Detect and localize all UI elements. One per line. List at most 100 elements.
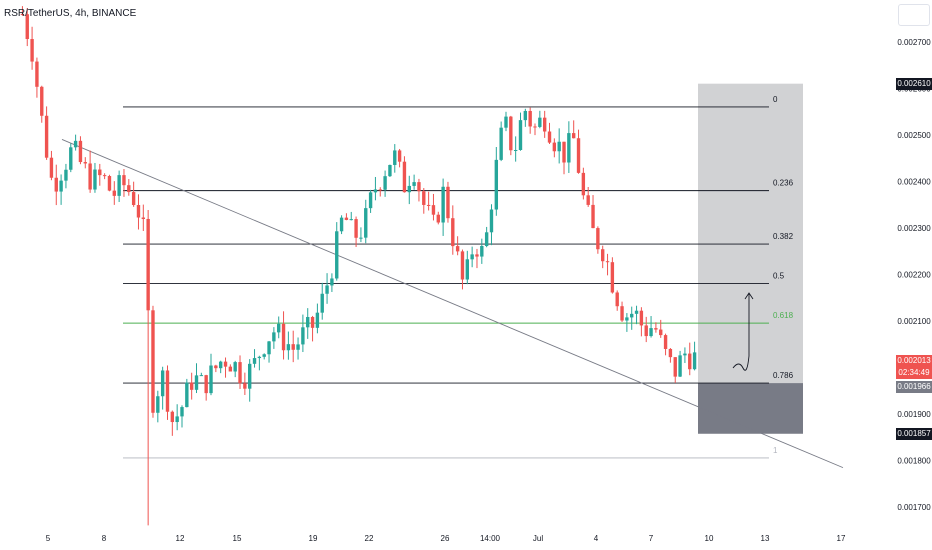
candle-body — [620, 306, 624, 321]
x-axis-tick-label: 10 — [705, 534, 714, 543]
bar-countdown: 02:34:49 — [896, 367, 932, 380]
candle-body — [325, 285, 329, 294]
y-axis-tick-label: 0.001900 — [897, 410, 931, 419]
x-axis-tick-label: 7 — [649, 534, 654, 543]
candle-body — [446, 186, 450, 219]
candle-body — [542, 117, 547, 132]
candle-body — [484, 232, 489, 247]
candle-body — [683, 353, 687, 356]
candle-body — [117, 175, 121, 196]
candle-body — [30, 39, 34, 62]
candle-body — [160, 370, 165, 397]
candle-body — [301, 327, 305, 345]
candle-body — [615, 292, 619, 307]
candle-body — [436, 214, 440, 223]
chart-settings-button[interactable] — [898, 4, 930, 26]
candle-body — [547, 131, 552, 143]
candle-body — [78, 140, 83, 163]
x-axis-tick-label: 15 — [233, 534, 242, 543]
price-tag-stop: 0.001857 — [896, 427, 932, 440]
candle-body — [214, 365, 218, 369]
chart-symbol-title[interactable]: RSR/TetherUS, 4h, BINANCE — [4, 8, 137, 19]
candle-body — [44, 115, 49, 158]
candle-body — [223, 361, 228, 367]
fib-level-label: 0.5 — [773, 272, 785, 281]
y-axis-tick-label: 0.002700 — [897, 38, 931, 47]
candle-body — [40, 86, 44, 116]
x-axis-tick-label: 4 — [594, 534, 599, 543]
candle-body — [397, 150, 402, 162]
projection-arrow — [732, 294, 750, 371]
position-stop-zone — [698, 383, 803, 434]
candle-body — [639, 310, 644, 326]
x-axis-tick-label: 26 — [441, 534, 450, 543]
candle-body — [504, 116, 508, 128]
candle-body — [412, 182, 416, 186]
candle-body — [625, 317, 629, 321]
candle-body — [596, 228, 600, 250]
candle-body — [499, 127, 503, 160]
candle-body — [248, 363, 252, 389]
candle-body — [354, 219, 358, 238]
fib-level-label: 1 — [773, 446, 778, 455]
candle-body — [272, 332, 276, 342]
candle-body — [509, 116, 513, 151]
candle-body — [480, 246, 484, 257]
candle-body — [146, 218, 150, 311]
candle-body — [663, 335, 668, 349]
candle-body — [83, 162, 87, 164]
candle-body — [209, 365, 213, 394]
price-tag-current: 0.002013 — [896, 355, 932, 368]
candle-body — [93, 169, 97, 190]
candle-body — [339, 217, 344, 232]
candle-body — [35, 61, 39, 87]
candle-body — [644, 325, 648, 337]
x-axis-tick-label: Jul — [533, 534, 543, 543]
fib-level-label: 0.786 — [773, 371, 794, 380]
candle-body — [238, 362, 242, 384]
candle-body — [441, 186, 445, 223]
candle-body — [581, 172, 586, 196]
candle-body — [189, 382, 194, 390]
x-axis-tick-label: 12 — [176, 534, 185, 543]
price-tag-entry: 0.001966 — [896, 381, 932, 394]
candle-body — [127, 185, 131, 193]
candle-body — [131, 192, 136, 206]
candle-body — [335, 231, 339, 279]
candle-body — [25, 14, 29, 40]
candle-body — [586, 195, 590, 205]
candle-body — [156, 396, 160, 413]
candle-body — [194, 375, 199, 390]
candle-body — [513, 150, 518, 152]
candle-body — [141, 217, 146, 219]
candle-body — [518, 120, 523, 151]
x-axis-tick-label: 22 — [365, 534, 374, 543]
x-axis-tick-label: 5 — [46, 534, 51, 543]
candle-body — [383, 176, 387, 190]
price-tag-target: 0.002610 — [896, 77, 932, 90]
candle-body — [170, 411, 175, 423]
x-axis-tick-label: 13 — [761, 534, 770, 543]
candle-body — [431, 205, 436, 215]
candle-body — [165, 370, 170, 412]
candle-body — [349, 219, 353, 221]
y-axis-tick-label: 0.002500 — [897, 131, 931, 140]
candle-body — [630, 313, 634, 318]
candle-body — [654, 328, 658, 330]
candle-body — [393, 150, 397, 165]
candle-body — [417, 182, 421, 192]
candle-body — [286, 344, 291, 351]
candle-body — [20, 13, 25, 15]
candle-body — [364, 208, 368, 238]
candle-body — [69, 147, 73, 170]
candle-body — [528, 110, 532, 127]
candle-body — [668, 348, 673, 358]
fib-level-label: 0.382 — [773, 232, 794, 241]
candle-body — [407, 185, 411, 193]
candle-body — [455, 246, 460, 252]
arrow-head-icon — [744, 292, 754, 300]
candle-body — [576, 138, 581, 173]
position-target-zone — [698, 83, 803, 384]
candle-body — [228, 366, 233, 372]
